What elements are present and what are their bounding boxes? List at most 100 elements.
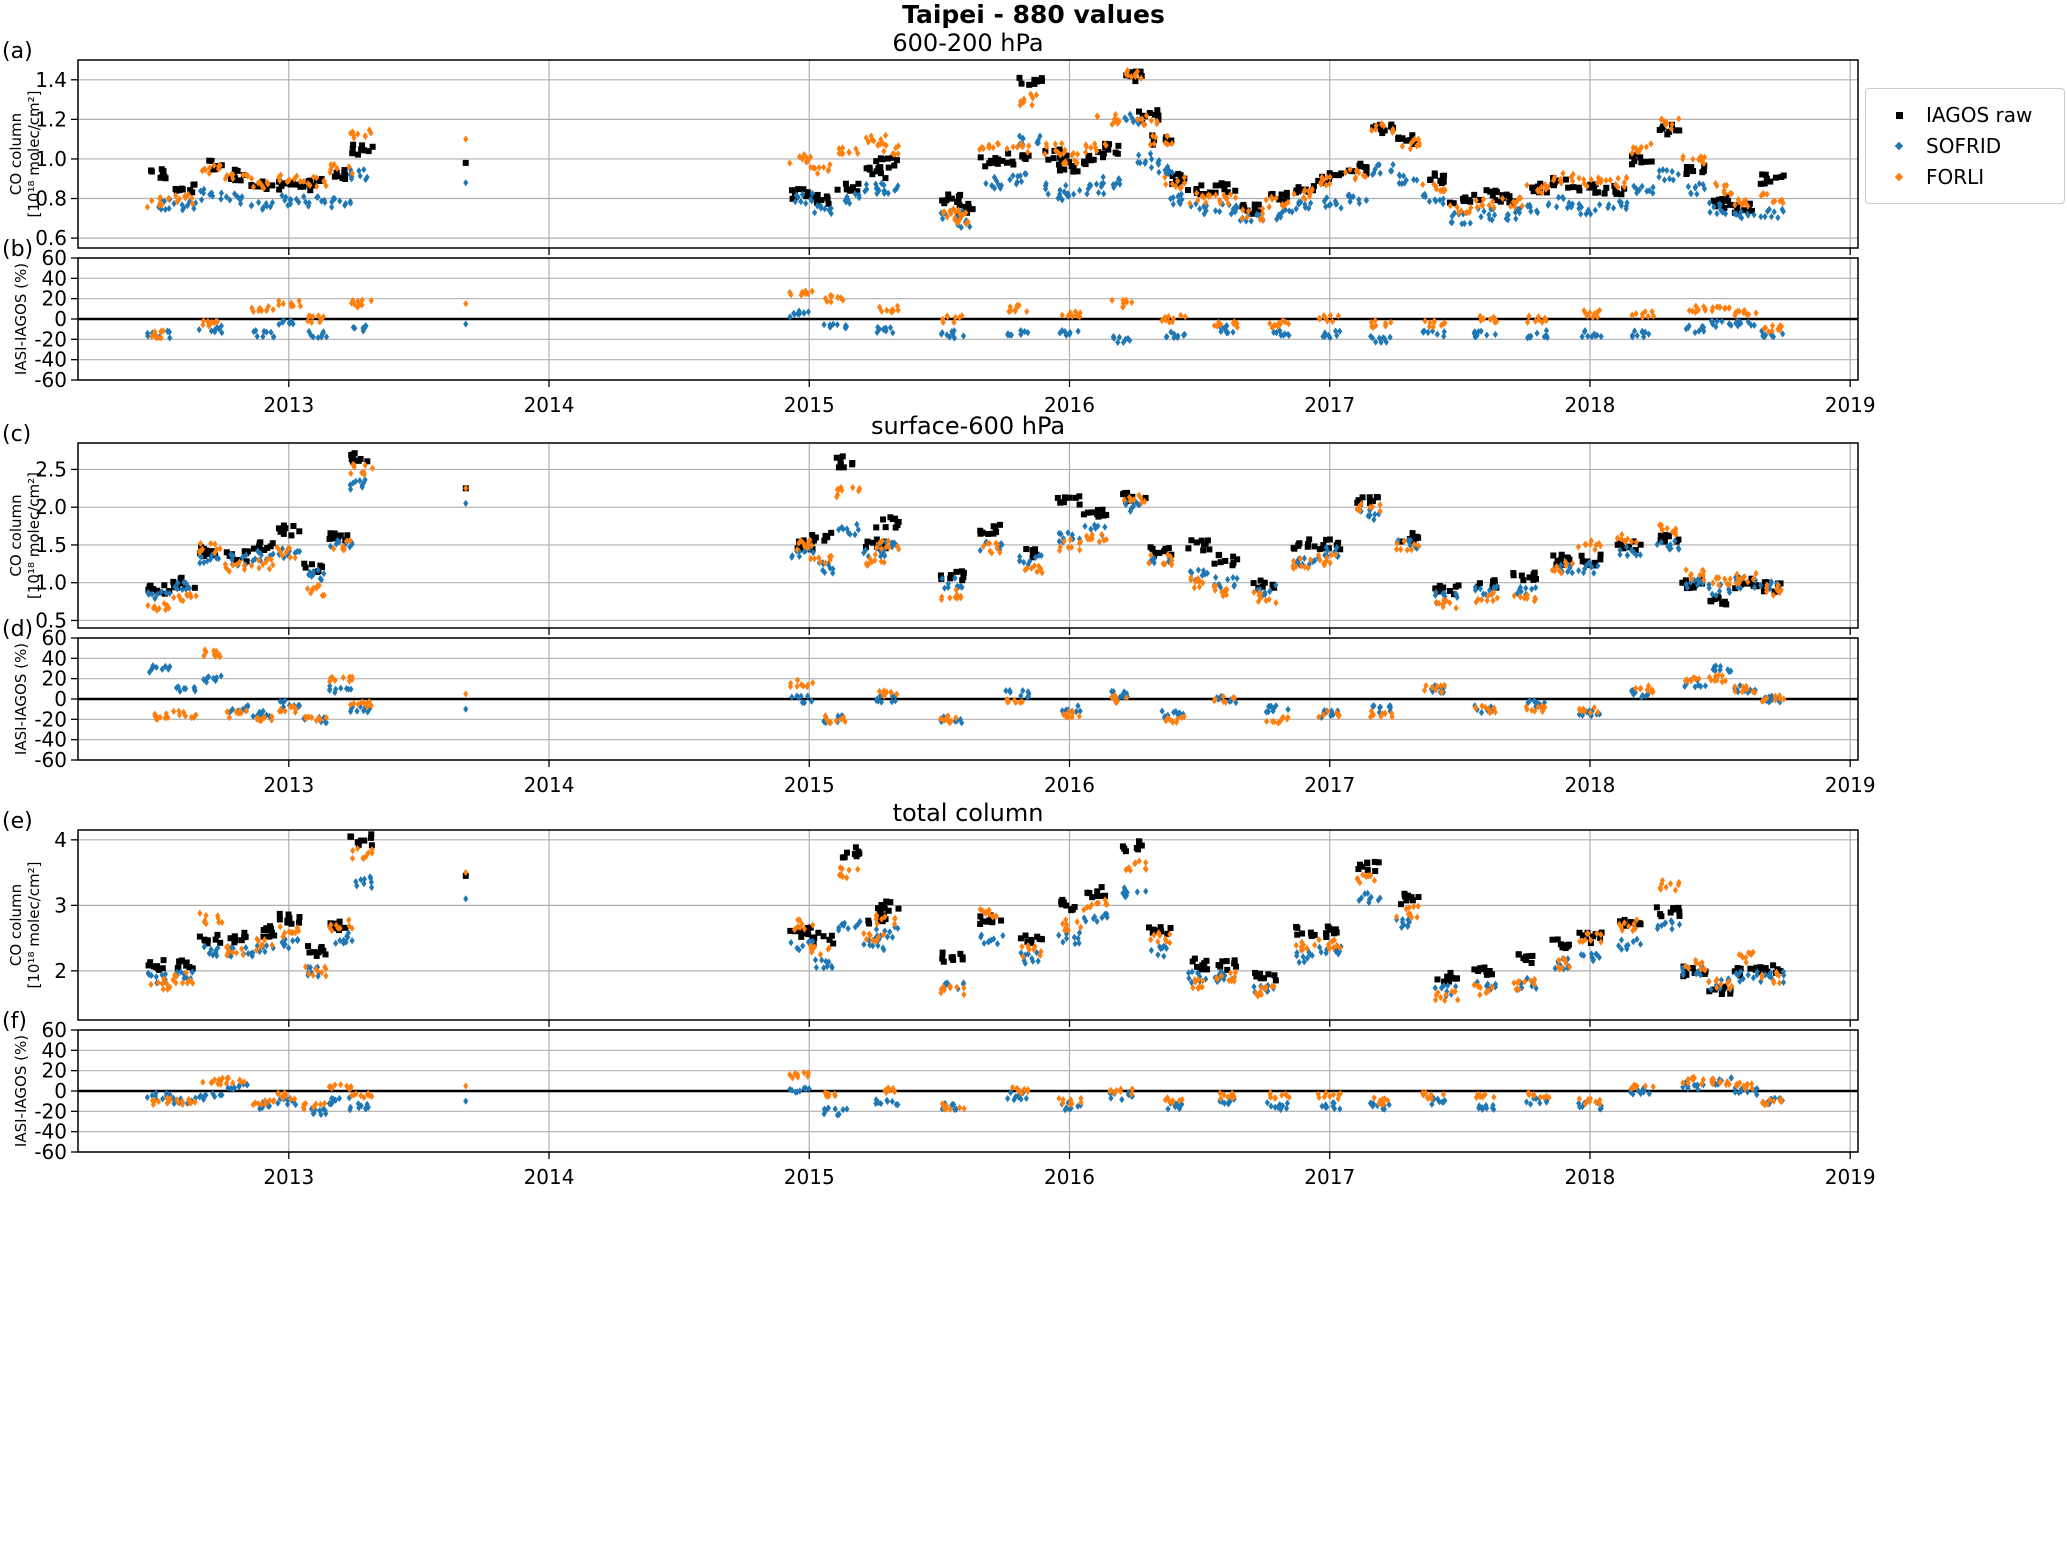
point-forli xyxy=(276,707,283,715)
point-iagos-raw xyxy=(1590,562,1597,569)
point-forli xyxy=(1195,575,1201,583)
point-sofrid xyxy=(800,942,806,950)
point-forli xyxy=(1077,313,1083,321)
point-sofrid xyxy=(463,179,469,187)
point-sofrid xyxy=(1017,172,1023,180)
point-forli xyxy=(238,945,245,953)
point-forli xyxy=(1711,676,1718,685)
point-sofrid xyxy=(1104,910,1110,918)
point-iagos-raw xyxy=(1526,953,1533,960)
point-forli xyxy=(1033,91,1040,99)
point-forli xyxy=(957,215,963,224)
point-forli xyxy=(1286,320,1292,328)
point-forli xyxy=(877,303,883,311)
point-forli xyxy=(1389,713,1395,721)
point-sofrid xyxy=(1420,192,1426,200)
point-sofrid xyxy=(1406,918,1412,926)
point-forli xyxy=(1026,142,1032,150)
point-forli xyxy=(1129,298,1135,306)
point-sofrid xyxy=(938,330,944,338)
point-sofrid xyxy=(332,688,338,696)
point-iagos-raw xyxy=(959,954,966,961)
point-forli xyxy=(303,714,309,722)
point-sofrid xyxy=(1159,707,1165,715)
point-forli xyxy=(182,194,188,202)
point-sofrid xyxy=(1149,155,1155,163)
point-forli xyxy=(1689,575,1695,583)
point-iagos-raw xyxy=(145,586,152,593)
point-sofrid xyxy=(261,327,267,335)
point-iagos-raw xyxy=(1550,552,1557,559)
point-iagos-raw xyxy=(1221,186,1228,193)
point-iagos-raw xyxy=(157,174,164,181)
point-forli xyxy=(993,912,999,920)
point-iagos-raw xyxy=(1364,860,1371,867)
point-sofrid xyxy=(1185,969,1192,977)
point-sofrid xyxy=(1665,542,1671,551)
point-sofrid xyxy=(1433,588,1439,596)
point-sofrid xyxy=(192,199,199,207)
point-forli xyxy=(240,951,246,959)
point-sofrid xyxy=(1597,200,1603,209)
point-sofrid xyxy=(1110,333,1117,342)
point-iagos-raw xyxy=(1098,884,1105,891)
point-iagos-raw xyxy=(1201,541,1208,548)
point-sofrid xyxy=(284,1100,291,1108)
point-forli xyxy=(1621,179,1627,187)
point-forli xyxy=(269,941,275,949)
point-iagos-raw xyxy=(869,539,876,546)
point-forli xyxy=(795,676,801,684)
point-sofrid xyxy=(1560,195,1567,203)
point-iagos-raw xyxy=(1375,859,1382,866)
point-forli xyxy=(1733,579,1739,588)
point-forli xyxy=(1454,203,1460,211)
point-sofrid xyxy=(196,1093,203,1101)
point-iagos-raw xyxy=(977,527,984,534)
point-forli xyxy=(1743,953,1749,962)
point-sofrid xyxy=(277,1095,283,1103)
point-forli xyxy=(361,468,367,476)
point-sofrid xyxy=(177,687,183,695)
point-sofrid xyxy=(1225,575,1231,584)
point-forli xyxy=(1727,985,1733,993)
point-sofrid xyxy=(1011,1096,1017,1104)
point-forli xyxy=(1372,316,1378,325)
point-forli xyxy=(1060,920,1066,928)
point-iagos-raw xyxy=(1523,953,1530,960)
point-forli xyxy=(1166,318,1172,326)
point-sofrid xyxy=(315,566,321,574)
point-iagos-raw xyxy=(231,933,238,940)
point-forli xyxy=(871,137,877,145)
ytick-label: 2.0 xyxy=(35,495,67,519)
point-forli xyxy=(184,591,190,600)
point-iagos-raw xyxy=(835,464,842,471)
point-iagos-raw xyxy=(998,917,1005,924)
point-forli xyxy=(1067,309,1073,317)
point-forli xyxy=(869,558,875,566)
point-forli xyxy=(799,155,806,163)
point-forli xyxy=(884,306,890,314)
point-sofrid xyxy=(1322,329,1328,337)
point-forli xyxy=(1576,174,1582,182)
point-sofrid xyxy=(1082,522,1088,530)
point-forli xyxy=(1549,566,1555,574)
point-sofrid xyxy=(161,197,167,205)
point-iagos-raw xyxy=(1706,988,1713,995)
point-sofrid xyxy=(1000,932,1006,940)
point-forli xyxy=(1685,964,1692,972)
point-forli xyxy=(176,592,182,600)
point-forli xyxy=(803,158,809,166)
point-forli xyxy=(1411,540,1417,548)
point-sofrid xyxy=(945,580,951,588)
point-sofrid xyxy=(327,542,334,550)
point-sofrid xyxy=(1658,538,1664,546)
point-forli xyxy=(1251,588,1257,596)
point-sofrid xyxy=(315,333,321,342)
point-forli xyxy=(1221,191,1227,199)
point-sofrid xyxy=(1375,896,1381,904)
point-iagos-raw xyxy=(1403,137,1410,144)
point-forli xyxy=(1700,303,1707,311)
point-sofrid xyxy=(1125,334,1131,343)
point-sofrid xyxy=(1025,561,1031,569)
